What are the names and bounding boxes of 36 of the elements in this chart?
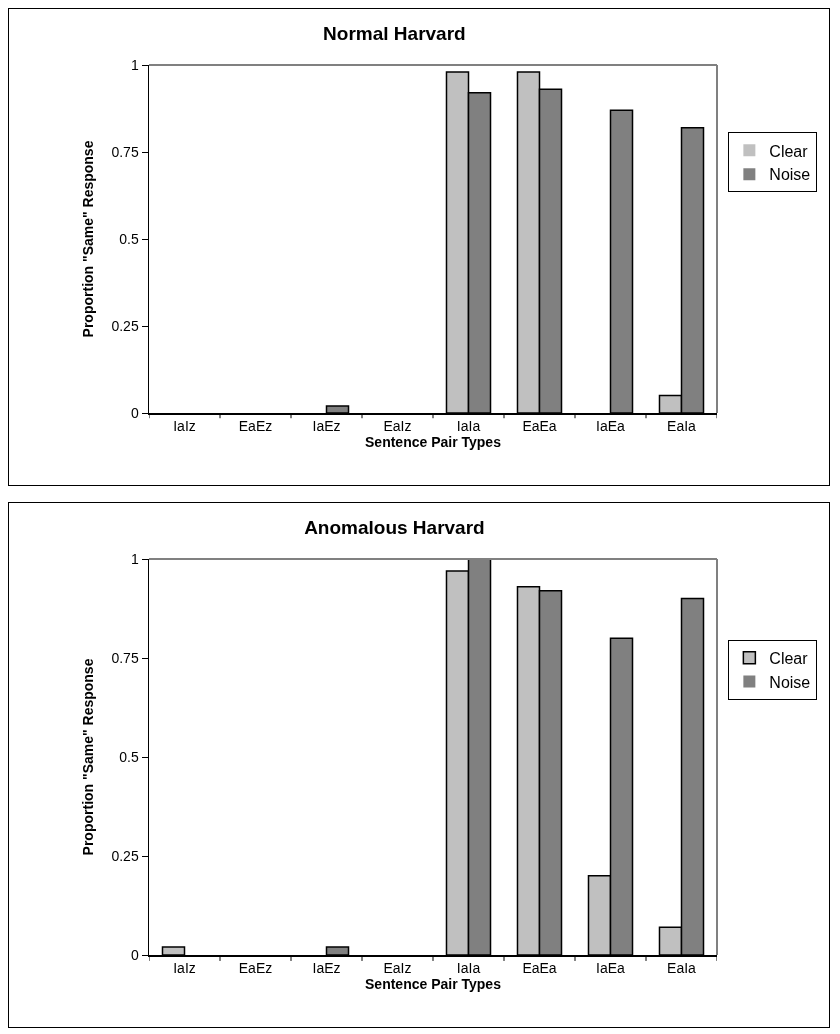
y-tick-label: 0.5 <box>119 230 139 247</box>
y-axis-title: Proportion "Same" Response <box>80 140 97 338</box>
x-tick-label: IaEa <box>596 418 626 435</box>
y-tick-label: 0.75 <box>111 143 139 160</box>
y-tick-label: 0.5 <box>119 748 139 765</box>
x-tick-label: IaIa <box>456 418 481 435</box>
x-tick-label: EaIz <box>383 960 412 977</box>
x-tick-label: EaEz <box>238 418 273 435</box>
x-tick-label: EaEa <box>522 960 557 977</box>
x-tick-label: EaIa <box>667 418 697 435</box>
chart-title: Anomalous Harvard <box>304 517 485 539</box>
y-tick-label: 1 <box>130 56 139 73</box>
x-tick-label: EaEa <box>522 418 557 435</box>
x-axis-title: Sentence Pair Types <box>365 434 502 451</box>
chart-title: Normal Harvard <box>323 23 466 45</box>
x-tick-label: IaEa <box>596 960 626 977</box>
y-tick-label: 0.25 <box>111 847 139 864</box>
y-tick-label: 0.25 <box>111 317 139 334</box>
x-tick-label: EaEz <box>238 960 273 977</box>
legend-label: Clear <box>769 142 809 160</box>
y-tick-label: 0.75 <box>111 649 139 666</box>
x-tick-label: IaEz <box>312 960 341 977</box>
y-tick-label: 1 <box>130 550 139 567</box>
x-tick-label: EaIz <box>383 418 412 435</box>
y-tick-label: 0 <box>130 946 139 963</box>
x-axis-title: Sentence Pair Types <box>365 976 502 993</box>
x-tick-label: IaIz <box>173 960 196 977</box>
x-tick-label: IaEz <box>312 418 341 435</box>
legend-label: Noise <box>769 166 811 184</box>
x-tick-label: IaIa <box>456 960 481 977</box>
x-tick-label: EaIa <box>667 960 697 977</box>
y-tick-label: 0 <box>130 404 139 421</box>
x-tick-label: IaIz <box>173 418 196 435</box>
y-axis-title: Proportion "Same" Response <box>80 658 97 856</box>
legend-label: Clear <box>769 650 809 668</box>
legend-label: Noise <box>769 673 811 691</box>
